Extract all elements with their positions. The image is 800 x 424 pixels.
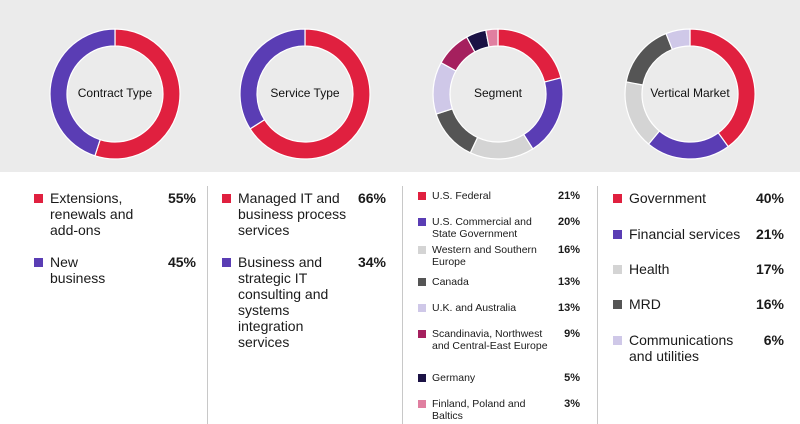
legend-value: 40% — [755, 190, 784, 206]
legend-label: Managed IT and business process services — [238, 190, 347, 238]
legend-label: Government — [629, 190, 707, 206]
donut-center-label: Vertical Market — [650, 86, 730, 100]
legend-label: Financial services — [629, 226, 741, 242]
legend-swatch — [418, 278, 426, 286]
legend-swatch — [613, 230, 622, 239]
legend-label: U.S. Commercial and State Government — [432, 216, 532, 240]
legend-swatch — [222, 258, 231, 267]
column-divider — [597, 186, 598, 424]
donut-slice-new-business — [49, 28, 116, 157]
legend-item: Canada 13% — [418, 276, 580, 288]
legend-swatch — [418, 192, 426, 200]
legend-item: Business and strategic IT consulting and… — [222, 254, 386, 350]
legend-label: Health — [629, 261, 670, 277]
legend-swatch — [418, 374, 426, 382]
legend-item: Communications and utilities 6% — [613, 332, 784, 364]
legend-label: U.S. Federal — [432, 190, 491, 202]
legend-swatch — [613, 336, 622, 345]
legend-item: Health 17% — [613, 261, 784, 277]
legend-label: Business and strategic IT consulting and… — [238, 254, 329, 350]
donut-slice-extensions-renewals-and-add-ons — [94, 28, 181, 160]
legend-label: Canada — [432, 276, 469, 288]
legend-label: Finland, Poland and Baltics — [432, 398, 526, 422]
legend-value: 45% — [167, 254, 196, 270]
legend-item: U.K. and Australia 13% — [418, 302, 580, 314]
legend-swatch — [418, 400, 426, 408]
donut-chart-segment: Segment — [398, 8, 598, 172]
legend-swatch — [613, 194, 622, 203]
legend-value: 17% — [755, 261, 784, 277]
legend-item: U.S. Federal 21% — [418, 190, 580, 202]
legend-item: Government 40% — [613, 190, 784, 206]
legend-label: Scandinavia, Northwest and Central-East … — [432, 328, 548, 352]
legend-swatch — [34, 258, 43, 267]
donut-slice-managed-it-and-business-process-services — [249, 28, 371, 160]
legend-value: 3% — [564, 398, 580, 410]
legend-value: 13% — [557, 302, 580, 314]
legend-value: 5% — [564, 372, 580, 384]
column-divider — [402, 186, 403, 424]
legend-swatch — [418, 246, 426, 254]
donut-slice-financial-services — [647, 130, 730, 160]
legend-item: Scandinavia, Northwest and Central-East … — [418, 328, 580, 352]
donut-center-label: Segment — [473, 86, 523, 100]
legend-value: 21% — [755, 226, 784, 242]
legend-value: 66% — [357, 190, 386, 206]
legend-value: 6% — [763, 332, 784, 348]
legend-value: 20% — [557, 216, 580, 228]
donut-slice-finland-poland-and-baltics — [485, 28, 499, 48]
legend-label: U.K. and Australia — [432, 302, 517, 314]
legend-item: U.S. Commercial and State Government 20% — [418, 216, 580, 240]
legend-swatch — [418, 304, 426, 312]
legend-swatch — [34, 194, 43, 203]
legend-swatch — [613, 265, 622, 274]
legend-item: New business 45% — [34, 254, 196, 286]
legend-label: MRD — [629, 296, 661, 312]
legend-swatch — [418, 330, 426, 338]
legend-value: 21% — [557, 190, 580, 202]
legend-label: Germany — [432, 372, 476, 384]
legend-item: Germany 5% — [418, 372, 580, 384]
donut-slice-communications-and-utilities — [665, 28, 691, 51]
donut-slice-mrd — [625, 32, 674, 86]
column-divider — [207, 186, 208, 424]
donut-slice-western-and-southern-europe — [469, 133, 534, 160]
legend-label: Communications and utilities — [629, 332, 734, 364]
donut-slice-canada — [435, 108, 479, 154]
legend-item: Finland, Poland and Baltics 3% — [418, 398, 580, 422]
legend-swatch — [418, 218, 426, 226]
donut-slice-u-s-federal — [497, 28, 562, 83]
legend-item: Financial services 21% — [613, 226, 784, 242]
legend-value: 13% — [557, 276, 580, 288]
legend-item: Extensions, renewals and add-ons 55% — [34, 190, 196, 238]
donut-chart-service-type: Service Type — [205, 8, 405, 172]
legend-item: Managed IT and business process services… — [222, 190, 386, 238]
legend-item: MRD 16% — [613, 296, 784, 312]
legend-value: 16% — [557, 244, 580, 256]
legend-label: New business — [50, 254, 106, 286]
legend-value: 55% — [167, 190, 196, 206]
legend-label: Extensions, renewals and add-ons — [50, 190, 134, 238]
legend-swatch — [613, 300, 622, 309]
donut-chart-contract-type: Contract Type — [15, 8, 215, 172]
legend-value: 16% — [755, 296, 784, 312]
donut-slice-business-and-strategic-it-consulting-and-systems-integration-services — [239, 28, 306, 130]
legend-swatch — [222, 194, 231, 203]
legend-item: Western and Southern Europe 16% — [418, 244, 580, 268]
donut-center-label: Service Type — [270, 86, 340, 100]
legend-value: 9% — [564, 328, 580, 340]
legend-value: 34% — [357, 254, 386, 270]
donut-center-label: Contract Type — [77, 86, 153, 100]
legend-label: Western and Southern Europe — [432, 244, 537, 268]
donut-chart-vertical-market: Vertical Market — [590, 8, 790, 172]
